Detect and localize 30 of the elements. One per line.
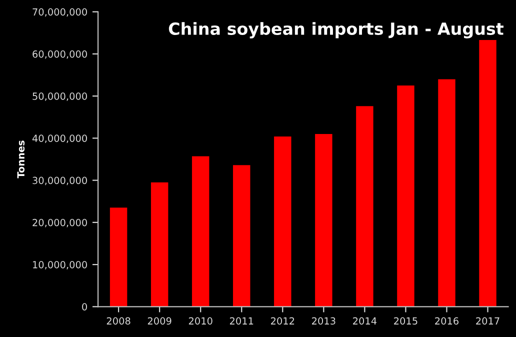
y-tick-label: 60,000,000 bbox=[32, 50, 87, 59]
y-tick-label: 0 bbox=[82, 303, 87, 310]
bar bbox=[479, 40, 496, 307]
y-tick-label: 30,000,000 bbox=[32, 176, 87, 186]
x-tick-label: 2015 bbox=[394, 317, 418, 325]
x-tick-label: 2008 bbox=[106, 317, 130, 325]
x-tick-label: 2009 bbox=[148, 317, 172, 325]
x-tick-label: 2010 bbox=[188, 317, 212, 325]
bar bbox=[397, 86, 414, 307]
y-axis-title: Tonnes bbox=[17, 140, 25, 178]
y-tick-label: 40,000,000 bbox=[32, 134, 87, 143]
y-tick-label: 20,000,000 bbox=[32, 218, 87, 228]
text: China soybean imports Jan - August bbox=[168, 22, 504, 38]
y-tick-label: 70,000,000 bbox=[32, 8, 87, 17]
x-tick-label: 2016 bbox=[435, 317, 458, 325]
bar bbox=[150, 182, 168, 307]
x-tick-label: 2013 bbox=[312, 317, 336, 325]
x-tick-label: 2012 bbox=[270, 317, 294, 325]
bar bbox=[192, 156, 210, 307]
x-tick-label: 2017 bbox=[476, 317, 500, 325]
x-tick-label: 2014 bbox=[353, 317, 377, 325]
bar bbox=[274, 136, 292, 307]
bar bbox=[315, 134, 332, 307]
y-tick-label: 50,000,000 bbox=[32, 92, 87, 101]
bar bbox=[438, 79, 456, 307]
x-tick-label: 2011 bbox=[230, 317, 254, 325]
y-tick-label: 10,000,000 bbox=[33, 261, 87, 270]
bar bbox=[356, 106, 374, 307]
bar bbox=[233, 165, 250, 307]
bar bbox=[110, 208, 128, 307]
